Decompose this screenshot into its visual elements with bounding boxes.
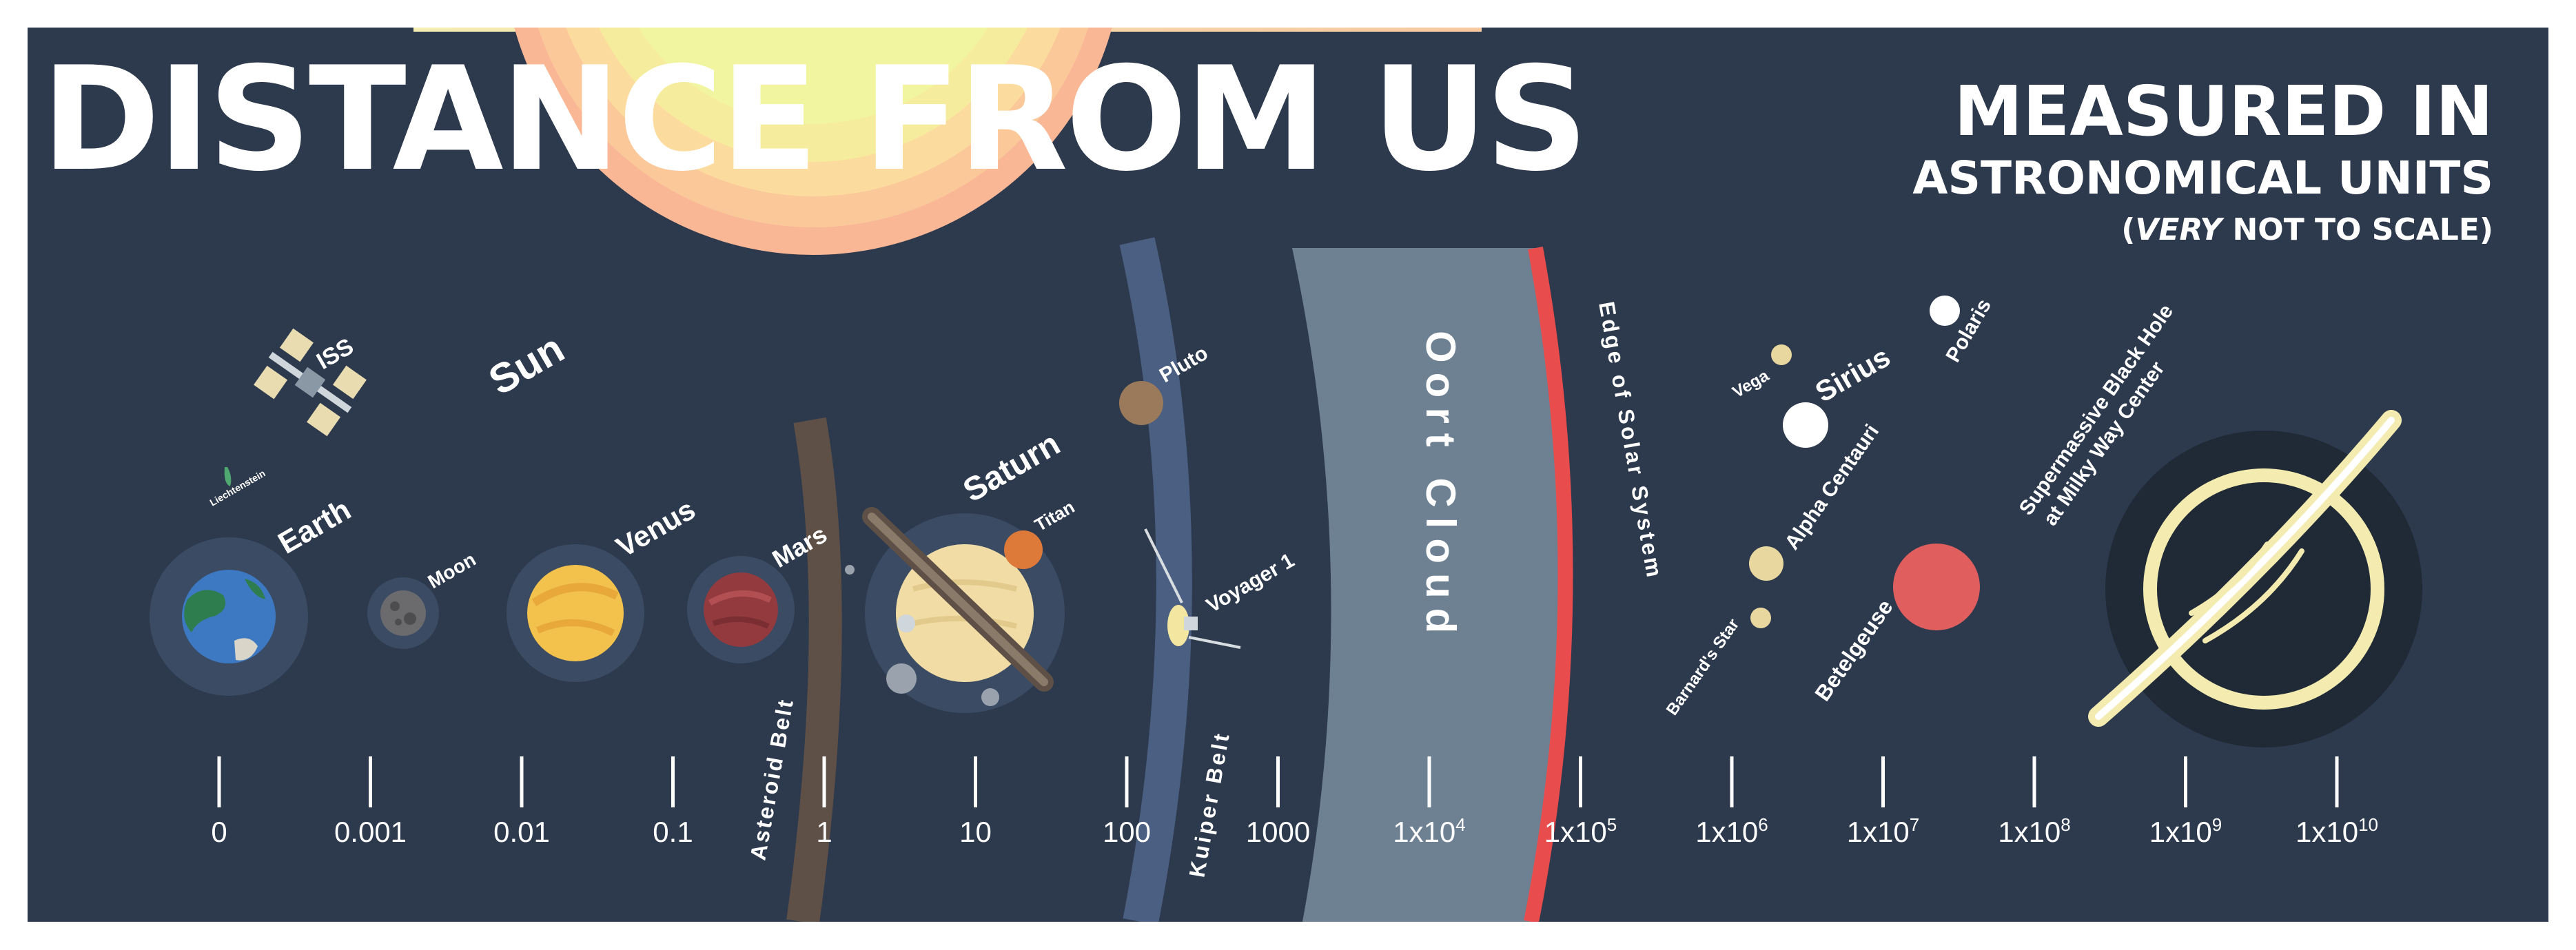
moon-icon <box>367 577 439 649</box>
venus-label: Venus <box>611 493 701 564</box>
poster-background <box>28 28 2548 922</box>
scale-tick-label: 1x109 <box>2149 814 2222 848</box>
iss-label: ISS <box>312 333 358 375</box>
asteroid-belt-label: Asteroid Belt <box>745 696 798 862</box>
liechtenstein-icon <box>224 467 232 486</box>
voyager-label: Voyager 1 <box>1203 549 1298 617</box>
scale-note-prefix: ( <box>2121 212 2136 247</box>
asteroid-belt-band <box>786 417 842 922</box>
oort-cloud-band <box>1292 248 1567 922</box>
scale-note-emphasis: VERY <box>2135 212 2222 247</box>
alpha-centauri-icon <box>1749 546 1783 581</box>
kuiper-belt-label: Kuiper Belt <box>1184 730 1234 880</box>
iss-icon <box>254 328 367 437</box>
scale-tick-label: 10 <box>959 816 992 848</box>
betelgeuse-icon <box>1893 544 1980 630</box>
liechtenstein-label: Liechtenstein <box>208 468 267 508</box>
sun-label: Sun <box>481 325 572 404</box>
scale-tick-label: 0 <box>211 816 227 848</box>
black-hole-icon <box>2088 410 2422 747</box>
solar-system-edge-line <box>1524 247 1573 922</box>
scale-tick-label: 1x108 <box>1998 814 2071 848</box>
scale-tick-label: 1x107 <box>1847 814 1920 848</box>
scale-note: (VERY NOT TO SCALE) <box>2121 215 2493 245</box>
scale-tick-label: 1x104 <box>1393 814 1466 848</box>
titan-icon <box>1004 530 1043 569</box>
kuiper-belt-band <box>1119 237 1192 922</box>
scale-tick-label: 1000 <box>1246 816 1310 848</box>
barnards-star-label: Barnard's Star <box>1663 615 1743 719</box>
vega-icon <box>1771 344 1792 365</box>
moon-label: Moon <box>425 548 480 592</box>
page-title: DISTANCE FROM US <box>41 37 1588 203</box>
scale-tick-label: 0.01 <box>493 816 550 848</box>
pluto-icon <box>1119 381 1163 425</box>
scale-note-suffix: NOT TO SCALE) <box>2222 212 2493 247</box>
asteroid-icon <box>845 565 855 575</box>
subtitle-measured: MEASURED IN <box>1954 71 2493 152</box>
edge-label: Edge of Solar System <box>1594 300 1667 581</box>
sirius-label: Sirius <box>1810 340 1896 409</box>
scale-tick-label: 1x105 <box>1544 814 1617 848</box>
oort-cloud-label: Oort Cloud <box>1418 331 1464 643</box>
sirius-icon <box>1783 402 1828 448</box>
betelgeuse-label: Betelgeuse <box>1810 595 1897 706</box>
scale-tick-label: 1x106 <box>1695 814 1768 848</box>
scale-tick-label: 0.1 <box>653 816 693 848</box>
scale-tick-label: 1 <box>816 816 832 848</box>
scale-tick-label: 100 <box>1103 816 1151 848</box>
subtitle-units: ASTRONOMICAL UNITS <box>1912 152 2493 205</box>
sun-icon <box>514 28 1112 255</box>
voyager-icon <box>1144 528 1241 649</box>
saturn-icon <box>862 507 1065 713</box>
distance-scale: 0 0.001 0.01 0.1 1 10 100 1000 1x104 1x105 1x106 1x… <box>211 756 2378 848</box>
barnards-star-icon <box>1750 608 1771 628</box>
earth-label: Earth <box>273 493 357 561</box>
saturn-label: Saturn <box>957 426 1066 510</box>
polaris-icon <box>1930 296 1960 326</box>
earth-icon <box>150 537 308 696</box>
scale-tick-label: 0.001 <box>334 816 407 848</box>
venus-icon <box>507 544 644 682</box>
titan-label: Titan <box>1031 496 1078 535</box>
mars-icon <box>687 556 795 663</box>
scale-tick-label: 1x1010 <box>2296 814 2378 848</box>
vega-label: Vega <box>1730 366 1773 402</box>
